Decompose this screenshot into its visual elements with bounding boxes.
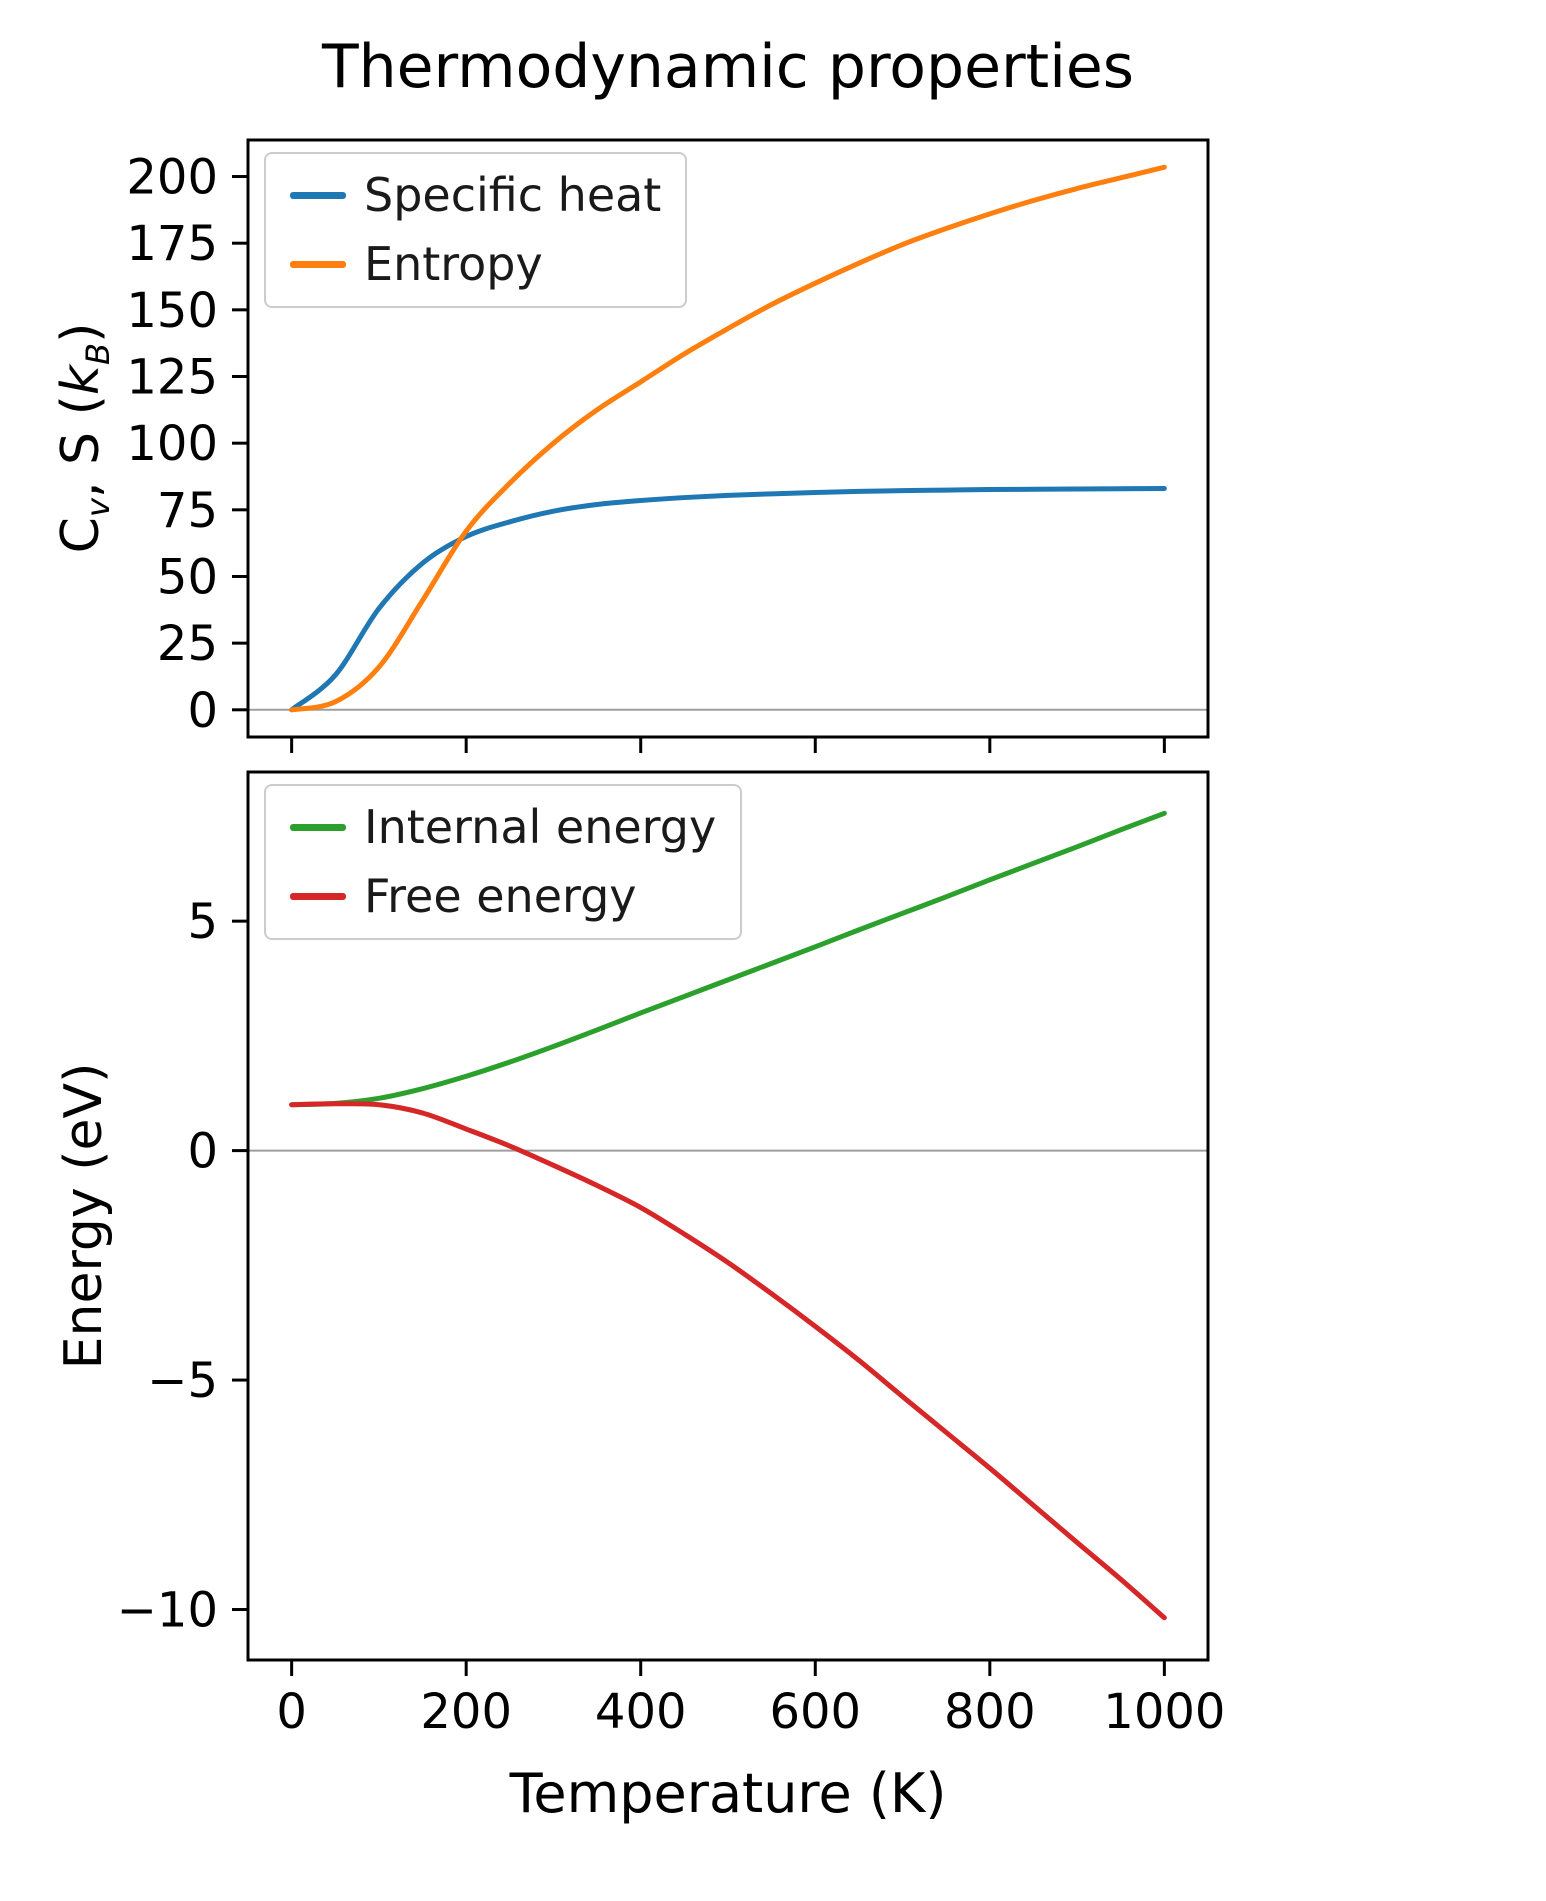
legend-bottom: Internal energy Free energy	[264, 784, 743, 941]
y-tick-label: 50	[157, 549, 218, 605]
y-tick-label: 75	[157, 483, 218, 539]
y-tick-label: 25	[157, 616, 218, 672]
y-tick-label: −10	[117, 1583, 218, 1639]
legend-swatch-specific-heat	[290, 192, 346, 200]
y-axis-label-top: Cv, S (kB)	[51, 323, 117, 554]
x-tick-label: 200	[420, 1684, 512, 1740]
x-tick-label: 0	[276, 1684, 307, 1740]
x-axis-label: Temperature (K)	[509, 1762, 947, 1825]
legend-entry-internal-energy: Internal energy	[290, 800, 716, 855]
y-tick-label: 125	[126, 350, 218, 406]
y-label-subscript: B	[79, 342, 118, 366]
legend-entry-free-energy: Free energy	[290, 869, 716, 924]
subplot-0: 0 25 50 75 100 125 150 175 200	[126, 138, 1210, 753]
axes-box-1	[246, 770, 1210, 1662]
legend-swatch-free-energy	[290, 893, 346, 901]
legend-label-internal-energy: Internal energy	[364, 800, 717, 854]
internal-energy-line	[289, 810, 1167, 1108]
legend-top: Specific heat Entropy	[264, 152, 688, 309]
legend-label-specific-heat: Specific heat	[364, 168, 662, 222]
legend-swatch-internal-energy	[290, 824, 346, 832]
legend-label-free-energy: Free energy	[364, 869, 637, 924]
y-tick-label: 0	[187, 1124, 218, 1180]
x-tick-label: 400	[595, 1684, 687, 1740]
chart-title: Thermodynamic properties	[321, 32, 1135, 102]
entropy-line	[289, 164, 1167, 713]
specific-heat-line	[289, 485, 1167, 713]
y-tick-label: 150	[126, 283, 218, 339]
legend-entry-specific-heat: Specific heat	[290, 168, 661, 223]
axes-box-0	[246, 138, 1210, 739]
y-axis-label-bottom: Energy (eV)	[54, 1062, 114, 1370]
y-tick-label: 200	[126, 150, 218, 206]
legend-swatch-entropy	[290, 261, 346, 269]
y-label-part: )	[50, 322, 111, 343]
free-energy-line	[289, 1101, 1167, 1621]
x-tick-label: 800	[944, 1684, 1036, 1740]
legend-label-entropy: Entropy	[364, 237, 543, 292]
x-tick-label: 600	[769, 1684, 861, 1740]
x-tick-label: 1000	[1103, 1684, 1225, 1740]
subplot-1: 0 200 400 600 800 1000 −10 −5 0 5	[117, 770, 1225, 1740]
y-label-part: C	[50, 517, 111, 554]
y-label-subscript: v	[79, 498, 118, 518]
legend-entry-entropy: Entropy	[290, 237, 661, 292]
y-tick-label: 175	[126, 216, 218, 272]
y-tick-label: −5	[147, 1353, 218, 1409]
y-label-part: k	[50, 365, 111, 396]
y-label-part: , S (	[50, 395, 111, 499]
y-tick-label: 0	[187, 683, 218, 739]
y-tick-label: 100	[126, 416, 218, 472]
y-tick-label: 5	[187, 894, 218, 950]
